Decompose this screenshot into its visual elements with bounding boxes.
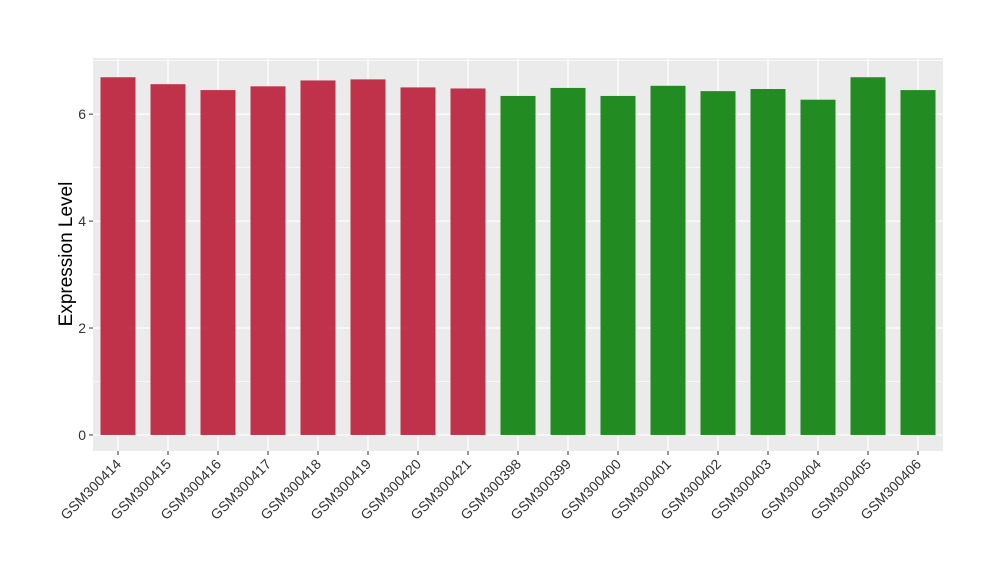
bar-GSM300404 [800, 99, 836, 435]
bar-GSM300398 [500, 95, 536, 435]
bar-GSM300402 [700, 91, 736, 435]
bar-GSM300400 [600, 95, 636, 435]
bar-GSM300403 [750, 89, 786, 435]
y-axis-title: Expression Level [56, 182, 77, 327]
bars [100, 77, 936, 435]
bar-GSM300399 [550, 87, 586, 435]
bar-GSM300419 [350, 79, 386, 435]
bar-GSM300414 [100, 77, 136, 435]
bar-GSM300421 [450, 88, 486, 435]
y-tick-label: 4 [78, 213, 86, 229]
bar-GSM300401 [650, 85, 686, 435]
y-tick-label: 6 [78, 106, 86, 122]
bar-GSM300416 [200, 90, 236, 435]
y-axis: 0 2 4 6 [78, 106, 93, 443]
bar-GSM300418 [300, 80, 336, 435]
bar-GSM300417 [250, 86, 286, 435]
bar-GSM300405 [850, 77, 886, 435]
bar-GSM300415 [150, 84, 186, 435]
y-tick-label: 2 [78, 320, 86, 336]
bar-GSM300420 [400, 87, 436, 435]
x-axis: GSM300414GSM300415GSM300416GSM300417GSM3… [57, 451, 924, 523]
y-tick-label: 0 [78, 427, 86, 443]
bar-GSM300406 [900, 90, 936, 435]
